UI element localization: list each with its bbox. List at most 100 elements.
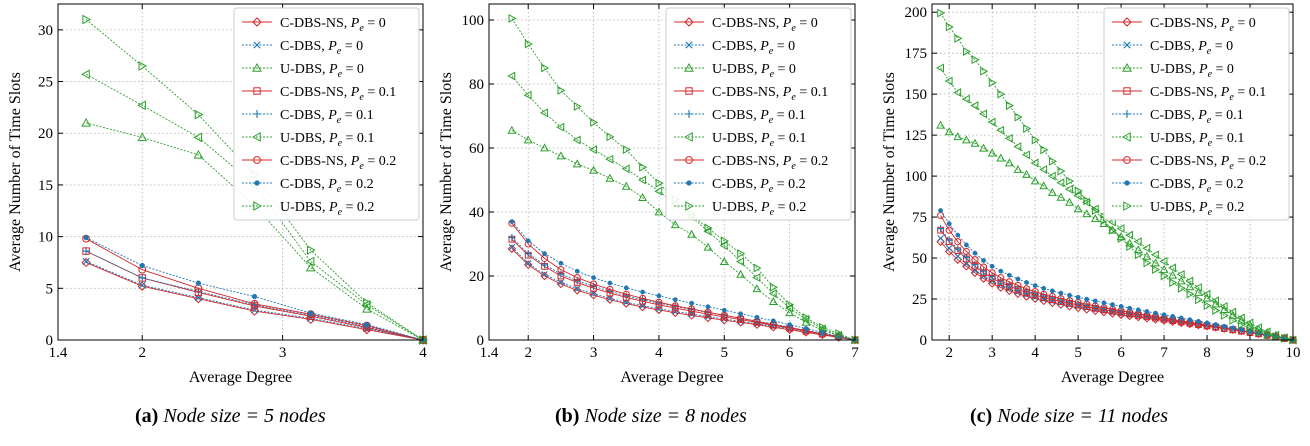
marker-circle <box>557 266 565 274</box>
series-group <box>935 8 1298 345</box>
legend-label: C-DBS, Pe = 0.2 <box>280 177 374 195</box>
marker-triangle-up <box>1151 258 1160 267</box>
series-line <box>940 12 1294 341</box>
marker-triangle-left <box>1150 250 1159 260</box>
marker-triangle-right <box>1143 258 1152 268</box>
marker-triangle-right <box>590 117 599 127</box>
marker-dot <box>574 268 580 274</box>
marker-dot <box>770 318 776 324</box>
marker-triangle-up <box>305 262 316 272</box>
plot-frame <box>57 3 424 341</box>
marker-triangle-up <box>193 149 204 159</box>
plot-frame <box>488 3 856 341</box>
marker-triangle-up <box>1122 62 1132 72</box>
marker-triangle-right <box>1066 176 1075 186</box>
series-markers <box>509 219 858 343</box>
legend-label: C-DBS-NS, Pe = 0.1 <box>1150 85 1266 103</box>
legend: C-DBS-NS, Pe = 0 C-DBS, Pe = 0 U-DBS, Pe =… <box>233 7 420 221</box>
marker-circle <box>606 285 614 294</box>
marker-triangle-left <box>1090 204 1099 214</box>
legend-label: C-DBS-NS, Pe = 0 <box>280 16 386 34</box>
marker-dot <box>803 326 809 331</box>
legend-label: C-DBS, Pe = 0.1 <box>1150 108 1244 126</box>
marker-dot <box>1101 300 1107 306</box>
caption-panel-c: (c) Node size = 11 nodes <box>970 405 1168 428</box>
x-tick-label: 4 <box>1031 345 1039 361</box>
marker-triangle-right <box>1031 135 1040 145</box>
x-tick-label: 5 <box>721 345 729 361</box>
marker-triangle-left <box>1030 158 1039 168</box>
marker-x <box>685 41 693 49</box>
marker-triangle-up <box>605 173 615 182</box>
marker-triangle-left <box>81 69 90 80</box>
marker-dot <box>1015 276 1021 282</box>
marker-square <box>253 87 261 95</box>
marker-triangle-left <box>752 273 761 283</box>
marker-plus <box>1123 110 1131 118</box>
marker-triangle-left <box>556 122 565 132</box>
caption-label: (c) <box>970 405 993 427</box>
series-markers <box>938 208 1296 343</box>
marker-triangle-right <box>1238 319 1247 329</box>
marker-dot <box>787 322 793 328</box>
marker-dot <box>738 311 744 317</box>
marker-dot <box>1239 327 1244 332</box>
legend-label: C-DBS-NS, Pe = 0.2 <box>712 154 828 172</box>
marker-triangle-up <box>687 229 697 238</box>
marker-diamond <box>605 295 615 304</box>
marker-triangle-up <box>1125 238 1135 247</box>
marker-triangle-left <box>970 101 979 111</box>
marker-triangle-right <box>1186 289 1195 299</box>
marker-plus <box>138 273 147 282</box>
marker-plus <box>936 224 945 233</box>
marker-circle <box>988 269 996 277</box>
x-tick-label: 3 <box>590 345 598 361</box>
series-line <box>85 238 424 341</box>
caption-text: Node size = 11 nodes <box>997 405 1169 427</box>
x-tick-label: 6 <box>1117 345 1125 361</box>
marker-dot <box>1124 180 1130 186</box>
marker-triangle-left <box>305 256 315 267</box>
series-line <box>511 221 856 341</box>
marker-triangle-right <box>1123 201 1133 211</box>
marker-dot <box>509 219 515 225</box>
marker-triangle-right <box>1220 310 1229 320</box>
marker-diamond <box>252 17 262 27</box>
marker-triangle-up <box>1082 209 1092 218</box>
marker-triangle-left <box>1125 230 1134 240</box>
legend-label: U-DBS, Pe = 0.2 <box>1150 200 1244 218</box>
marker-triangle-right <box>802 313 811 323</box>
legend-label: U-DBS, Pe = 0.2 <box>712 200 806 218</box>
y-tick-label: 30 <box>38 23 53 39</box>
marker-dot <box>1118 303 1124 309</box>
marker-diamond <box>556 279 566 289</box>
marker-triangle-up <box>1030 176 1040 185</box>
marker-triangle-right <box>704 223 713 233</box>
marker-dot <box>1006 272 1012 278</box>
marker-dot <box>721 307 727 313</box>
marker-circle <box>1048 293 1056 301</box>
marker-triangle-left <box>735 257 745 267</box>
y-tick-label: 25 <box>912 292 927 308</box>
marker-triangle-left <box>193 132 203 143</box>
marker-triangle-up <box>1236 315 1246 324</box>
marker-dot <box>623 285 629 291</box>
marker-x <box>557 279 565 286</box>
marker-triangle-up <box>1108 225 1117 234</box>
marker-x <box>937 235 944 242</box>
marker-dot <box>989 263 995 269</box>
marker-triangle-right <box>622 145 631 155</box>
marker-triangle-left <box>1202 289 1211 299</box>
marker-triangle-left <box>572 135 581 145</box>
legend-label: C-DBS-NS, Pe = 0.1 <box>712 85 828 103</box>
marker-triangle-left <box>1021 150 1030 160</box>
marker-x <box>590 290 597 297</box>
marker-diamond <box>589 290 598 300</box>
x-axis-label: Average Degree <box>620 369 723 386</box>
marker-diamond <box>670 308 680 318</box>
marker-triangle-left <box>1121 132 1131 142</box>
marker-triangle-right <box>82 14 92 25</box>
marker-triangle-left <box>987 117 996 127</box>
marker-triangle-right <box>685 201 695 211</box>
